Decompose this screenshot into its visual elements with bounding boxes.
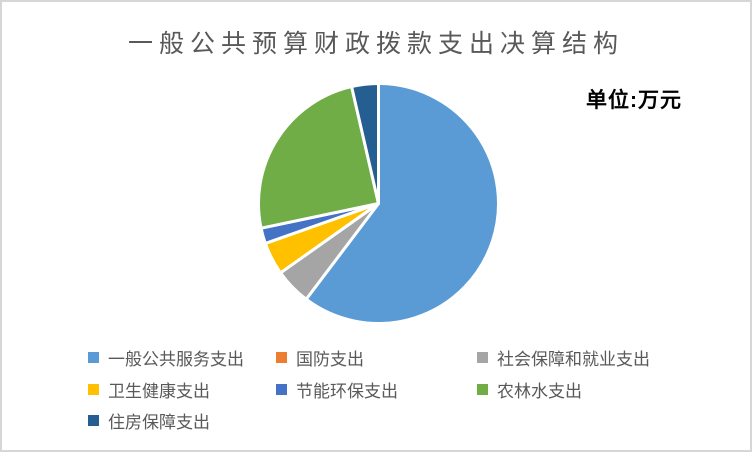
legend-item-6: 住房保障支出	[88, 405, 276, 437]
legend-marker	[88, 415, 99, 427]
chart-legend: 一般公共服务支出 国防支出 社会保障和就业支出卫生健康支出 节能环保支出 农林水支出住房…	[88, 342, 650, 437]
pie-slice-5	[257, 85, 380, 230]
legend-marker	[276, 352, 287, 364]
legend-item-0: 一般公共服务支出	[88, 342, 276, 374]
legend-item-3: 卫生健康支出	[88, 374, 276, 406]
legend-item-2: 社会保障和就业支出	[477, 342, 650, 374]
legend-label: 农林水支出	[497, 381, 582, 401]
legend-marker	[276, 383, 287, 395]
unit-label: 单位:万元	[586, 89, 682, 112]
legend-marker	[477, 352, 488, 364]
chart-title: 一般公共预算财政拨款支出决算结构	[127, 30, 624, 58]
legend-label: 节能环保支出	[296, 381, 398, 401]
legend-label: 国防支出	[296, 350, 364, 370]
legend-label: 一般公共服务支出	[108, 350, 244, 370]
legend-label: 社会保障和就业支出	[497, 350, 650, 370]
legend-item-1: 国防支出	[276, 342, 477, 374]
legend-label: 住房保障支出	[108, 413, 210, 433]
legend-item-5: 农林水支出	[477, 374, 650, 406]
pie-slice-0	[304, 82, 500, 325]
pie-chart	[257, 82, 500, 325]
legend-marker	[88, 383, 99, 395]
legend-marker	[477, 383, 488, 395]
pie-slice-6	[350, 82, 380, 205]
legend-item-4: 节能环保支出	[276, 374, 477, 406]
legend-marker	[88, 352, 99, 364]
legend-label: 卫生健康支出	[108, 381, 210, 401]
